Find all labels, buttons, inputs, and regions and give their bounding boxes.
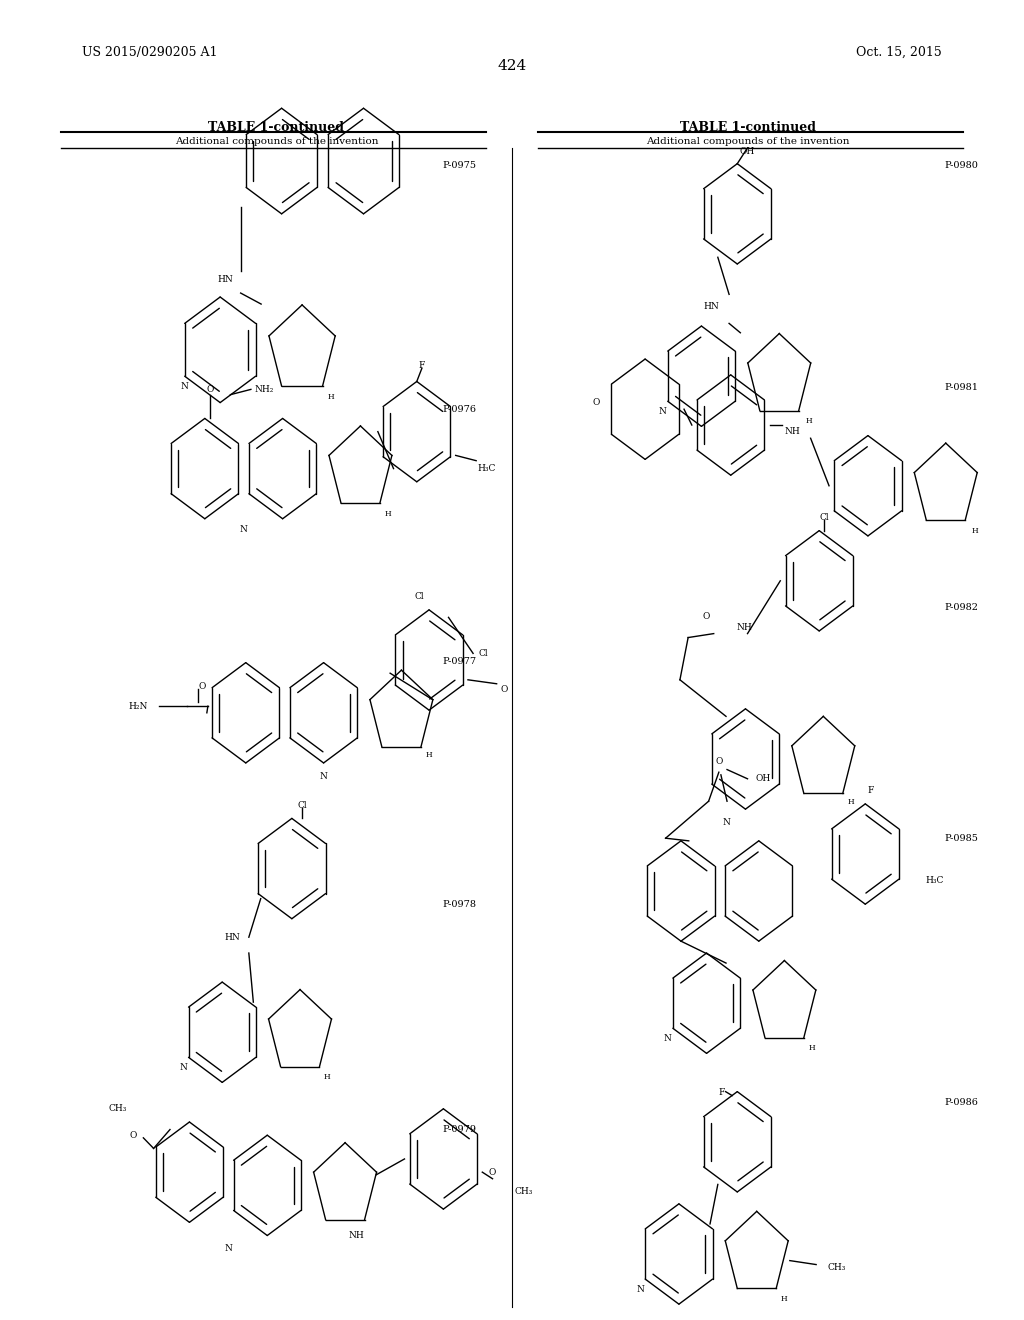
Text: H: H bbox=[972, 527, 978, 535]
Text: P-0981: P-0981 bbox=[944, 383, 978, 392]
Text: P-0982: P-0982 bbox=[944, 603, 978, 612]
Text: P-0986: P-0986 bbox=[944, 1098, 978, 1107]
Text: H₃C: H₃C bbox=[926, 876, 944, 884]
Text: O: O bbox=[715, 758, 723, 766]
Text: US 2015/0290205 A1: US 2015/0290205 A1 bbox=[82, 46, 217, 59]
Text: Oct. 15, 2015: Oct. 15, 2015 bbox=[856, 46, 942, 59]
Text: H: H bbox=[808, 1044, 815, 1052]
Text: H: H bbox=[384, 510, 391, 517]
Text: H: H bbox=[328, 393, 334, 401]
Text: CH₃: CH₃ bbox=[514, 1188, 532, 1196]
Text: H: H bbox=[425, 751, 432, 759]
Text: HN: HN bbox=[217, 276, 233, 284]
Text: CH₃: CH₃ bbox=[827, 1263, 846, 1271]
Text: O: O bbox=[129, 1131, 137, 1139]
Text: N: N bbox=[636, 1286, 644, 1294]
Text: OH: OH bbox=[740, 148, 755, 156]
Text: Additional compounds of the invention: Additional compounds of the invention bbox=[646, 137, 849, 147]
Text: NH: NH bbox=[736, 623, 753, 631]
Text: HN: HN bbox=[703, 302, 720, 310]
Text: NH₂: NH₂ bbox=[255, 385, 273, 393]
Text: N: N bbox=[319, 772, 328, 780]
Text: F: F bbox=[867, 787, 873, 795]
Text: H₂N: H₂N bbox=[129, 702, 147, 710]
Text: TABLE 1-continued: TABLE 1-continued bbox=[209, 121, 344, 135]
Text: O: O bbox=[206, 385, 214, 393]
Text: 424: 424 bbox=[498, 59, 526, 74]
Text: P-0985: P-0985 bbox=[944, 834, 978, 843]
Text: N: N bbox=[658, 408, 667, 416]
Text: Cl: Cl bbox=[478, 649, 488, 657]
Text: O: O bbox=[592, 399, 600, 407]
Text: CH₃: CH₃ bbox=[109, 1105, 127, 1113]
Text: Additional compounds of the invention: Additional compounds of the invention bbox=[175, 137, 378, 147]
Text: N: N bbox=[181, 383, 188, 391]
Text: P-0976: P-0976 bbox=[442, 405, 476, 414]
Text: O: O bbox=[198, 682, 206, 690]
Text: P-0975: P-0975 bbox=[442, 161, 476, 170]
Text: NH: NH bbox=[784, 428, 800, 436]
Text: N: N bbox=[224, 1245, 232, 1253]
Text: F: F bbox=[419, 362, 425, 370]
Text: HN: HN bbox=[224, 933, 241, 941]
Text: H: H bbox=[324, 1073, 331, 1081]
Text: OH: OH bbox=[756, 775, 770, 783]
Text: Cl: Cl bbox=[297, 801, 307, 809]
Text: F: F bbox=[719, 1089, 725, 1097]
Text: P-0978: P-0978 bbox=[442, 900, 476, 909]
Text: Cl: Cl bbox=[819, 513, 829, 521]
Text: TABLE 1-continued: TABLE 1-continued bbox=[680, 121, 815, 135]
Text: O: O bbox=[488, 1168, 497, 1176]
Text: H: H bbox=[805, 417, 812, 425]
Text: O: O bbox=[500, 685, 508, 693]
Text: P-0979: P-0979 bbox=[442, 1125, 476, 1134]
Text: H: H bbox=[780, 1295, 787, 1303]
Text: NH: NH bbox=[349, 1232, 365, 1239]
Text: H: H bbox=[847, 797, 854, 805]
Text: H₃C: H₃C bbox=[477, 465, 496, 473]
Text: N: N bbox=[240, 525, 248, 533]
Text: Cl: Cl bbox=[414, 593, 424, 601]
Text: N: N bbox=[722, 818, 730, 826]
Text: P-0977: P-0977 bbox=[442, 657, 476, 667]
Text: N: N bbox=[664, 1035, 672, 1043]
Text: P-0980: P-0980 bbox=[944, 161, 978, 170]
Text: N: N bbox=[179, 1064, 187, 1072]
Text: O: O bbox=[702, 612, 711, 620]
